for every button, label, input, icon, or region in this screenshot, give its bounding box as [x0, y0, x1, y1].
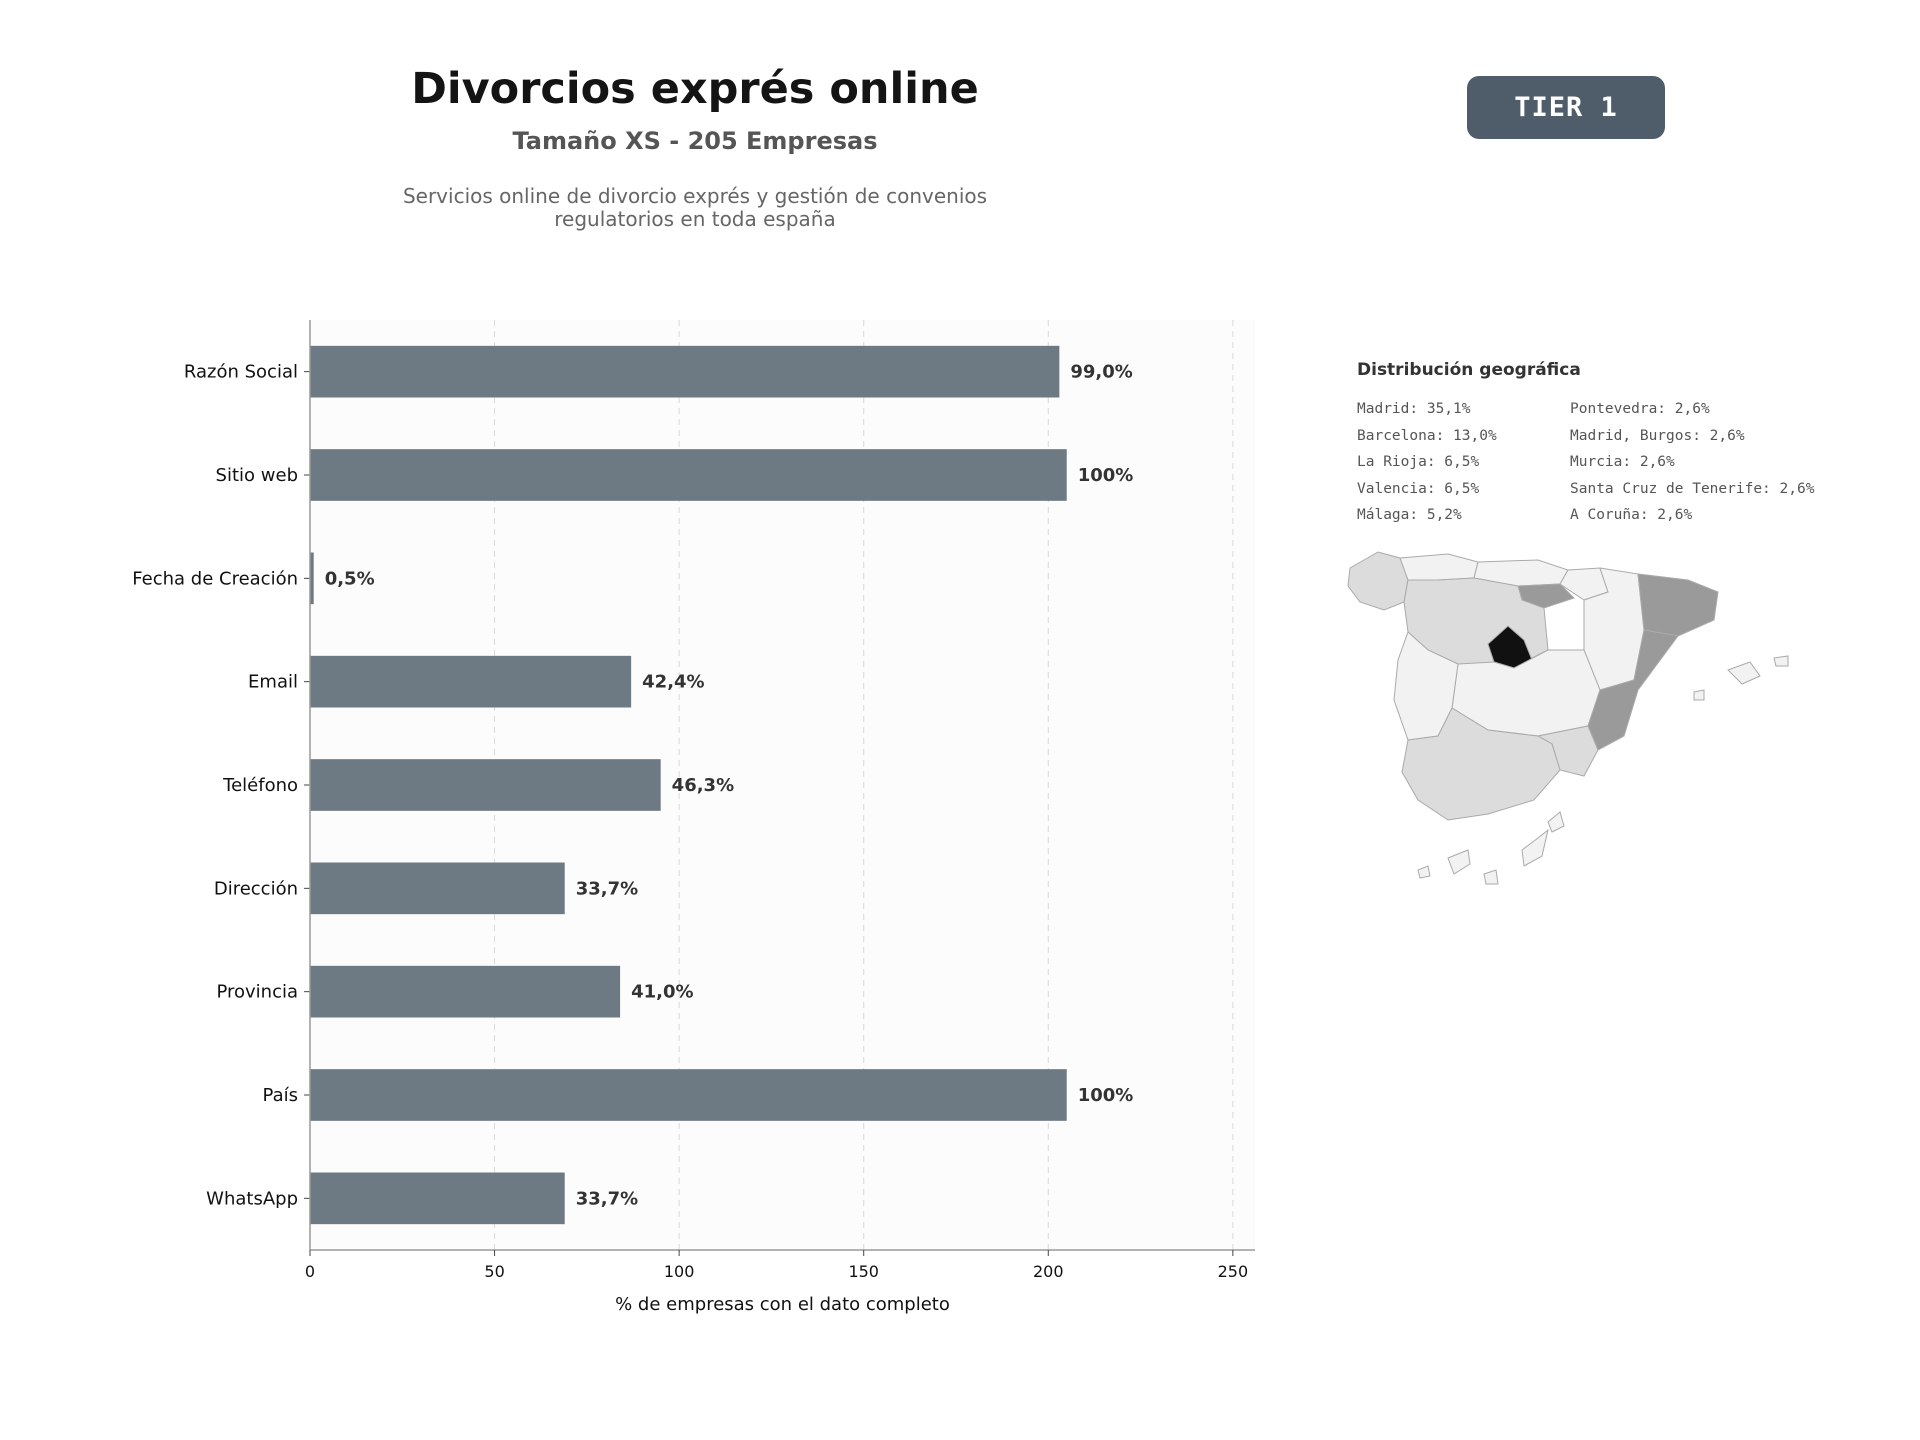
geo-item: Murcia: 2,6%: [1570, 454, 1675, 470]
data-label: 100%: [1078, 465, 1134, 486]
x-tick-label: 50: [484, 1262, 504, 1281]
geo-item: Santa Cruz de Tenerife: 2,6%: [1570, 480, 1815, 497]
map-region-andalucia: [1401, 707, 1561, 821]
geo-item: Málaga: 5,2%: [1357, 507, 1462, 523]
data-label: 100%: [1078, 1085, 1134, 1106]
y-tick-label: Email: [248, 672, 298, 693]
data-label: 33,7%: [576, 1188, 638, 1209]
chart-title: Divorcios exprés online: [411, 64, 979, 114]
map-region-baleares: [1693, 655, 1789, 701]
x-tick-label: 150: [848, 1262, 879, 1281]
description-line-2: regulatorios en toda españa: [554, 207, 836, 231]
map-region-galicia: [1347, 551, 1409, 611]
data-label: 0,5%: [325, 568, 375, 589]
data-label: 33,7%: [576, 878, 638, 899]
tier-badge: TIER 1: [1467, 76, 1665, 139]
data-label: 41,0%: [631, 982, 693, 1003]
bar: [310, 1069, 1067, 1121]
map-region-asturias: [1399, 553, 1479, 581]
y-tick-label: Teléfono: [222, 775, 298, 796]
bar: [310, 1172, 565, 1225]
x-tick-label: 0: [305, 1262, 315, 1281]
geo-list-left: Madrid: 35,1% Barcelona: 13,0% La Rioja:…: [1357, 396, 1497, 529]
geo-item: Valencia: 6,5%: [1357, 480, 1480, 497]
chart-subtitle: Tamaño XS - 205 Empresas: [512, 127, 878, 155]
y-tick-label: WhatsApp: [206, 1188, 298, 1209]
x-tick-label: 250: [1218, 1262, 1249, 1281]
bar: [310, 345, 1060, 398]
y-tick-label: Provincia: [216, 982, 298, 1003]
geo-item: Madrid: 35,1%: [1357, 401, 1471, 417]
data-label: 46,3%: [672, 775, 734, 796]
bar: [310, 552, 314, 605]
geo-item: Madrid, Burgos: 2,6%: [1570, 427, 1745, 444]
y-tick-label: País: [263, 1085, 298, 1106]
x-axis-label: % de empresas con el dato completo: [615, 1294, 950, 1315]
geo-title: Distribución geográfica: [1357, 360, 1581, 380]
spain-map: [1347, 551, 1789, 885]
bar: [310, 965, 621, 1018]
x-tick-label: 100: [664, 1262, 695, 1281]
map-region-canarias: [1417, 811, 1565, 885]
geo-item: Barcelona: 13,0%: [1357, 427, 1497, 444]
bar: [310, 449, 1067, 501]
y-tick-label: Sitio web: [216, 465, 298, 486]
data-label: 42,4%: [642, 672, 704, 693]
geo-list-right: Pontevedra: 2,6% Madrid, Burgos: 2,6% Mu…: [1570, 396, 1814, 529]
x-tick-label: 200: [1033, 1262, 1064, 1281]
geo-item: La Rioja: 6,5%: [1357, 454, 1480, 470]
map-region-cataluna: [1637, 573, 1719, 637]
description: Servicios online de divorcio exprés y ge…: [330, 185, 1060, 231]
y-tick-label: Fecha de Creación: [132, 568, 298, 589]
data-label: 99,0%: [1070, 362, 1132, 383]
bar: [310, 862, 565, 915]
y-tick-label: Razón Social: [184, 362, 298, 383]
bar-chart: 99,0% Razón Social 100% Sitio web 0,5% Fecha …: [132, 320, 1255, 1315]
bar: [310, 759, 661, 811]
y-tick-label: Dirección: [214, 878, 298, 899]
geo-item: Pontevedra: 2,6%: [1570, 401, 1710, 417]
bar: [310, 655, 632, 708]
description-line-1: Servicios online de divorcio exprés y ge…: [402, 184, 988, 208]
geo-item: A Coruña: 2,6%: [1570, 507, 1693, 523]
